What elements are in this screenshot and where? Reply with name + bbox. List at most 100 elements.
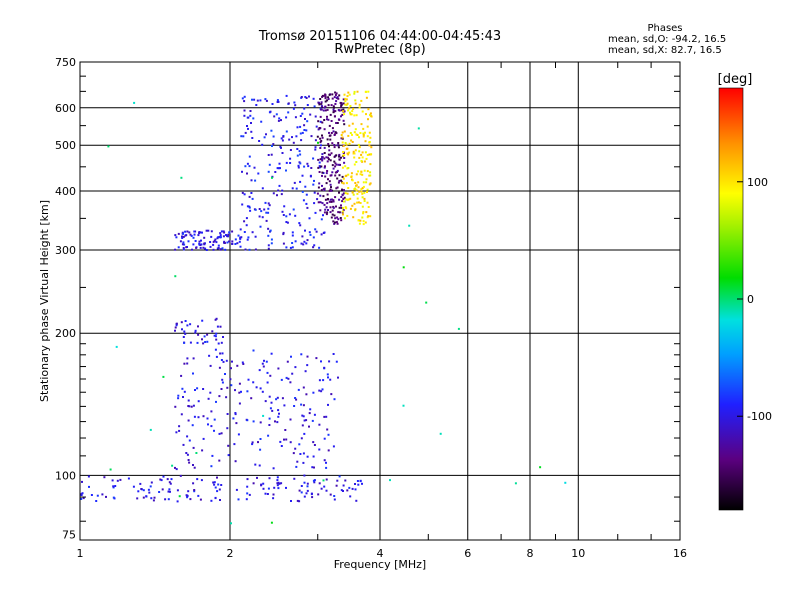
data-point: [258, 215, 261, 218]
data-point: [243, 193, 246, 196]
data-point: [244, 165, 247, 168]
data-point: [250, 122, 252, 124]
data-point: [334, 196, 337, 199]
data-point: [364, 151, 367, 154]
data-point: [323, 231, 326, 234]
data-point: [360, 188, 363, 191]
data-point: [246, 492, 249, 495]
data-point: [367, 90, 370, 93]
data-point: [222, 235, 225, 238]
data-point: [269, 229, 272, 232]
data-point: [277, 119, 280, 122]
data-point: [198, 240, 201, 243]
data-point: [322, 195, 325, 198]
data-point: [340, 204, 342, 207]
data-point: [330, 393, 333, 396]
data-point: [356, 197, 359, 200]
data-point: [215, 338, 218, 341]
data-point: [335, 122, 338, 124]
data-point: [272, 192, 275, 195]
data-point: [295, 398, 298, 401]
data-point: [355, 189, 358, 192]
data-point: [289, 162, 292, 164]
data-point: [323, 157, 326, 160]
data-point: [282, 233, 285, 236]
data-point: [333, 133, 336, 136]
data-point: [331, 142, 334, 145]
data-point: [302, 243, 305, 246]
data-point: [342, 102, 345, 105]
data-point: [294, 214, 297, 217]
data-point: [324, 198, 327, 201]
data-point: [257, 172, 260, 175]
data-point: [242, 135, 245, 138]
data-point: [276, 101, 279, 103]
data-point: [202, 342, 205, 345]
data-point: [228, 240, 230, 243]
data-point: [358, 136, 360, 139]
data-point: [368, 131, 371, 134]
data-point: [295, 465, 298, 468]
data-point: [174, 326, 177, 329]
data-point: [330, 186, 332, 189]
data-point: [182, 247, 185, 249]
data-point: [342, 207, 345, 210]
data-point: [226, 235, 229, 238]
data-point: [337, 218, 340, 221]
data-point: [333, 155, 336, 158]
data-point: [341, 181, 344, 184]
data-point: [353, 163, 356, 166]
data-point: [347, 173, 350, 176]
data-point: [191, 248, 193, 251]
data-point: [366, 125, 369, 128]
data-point: [243, 114, 246, 117]
data-point: [282, 135, 285, 138]
data-point: [361, 110, 364, 113]
data-point: [219, 352, 222, 355]
data-point: [237, 433, 240, 436]
data-point: [271, 145, 273, 147]
data-point: [270, 352, 273, 355]
legend-x-stats: mean, sd,X: 82.7, 16.5: [608, 45, 722, 56]
data-point: [369, 171, 372, 174]
data-point: [277, 415, 280, 418]
data-point: [333, 144, 336, 146]
data-point: [217, 342, 220, 345]
data-point: [320, 165, 323, 168]
data-point: [218, 459, 221, 462]
data-point: [276, 99, 279, 102]
data-point: [326, 108, 329, 111]
data-point: [239, 236, 242, 239]
data-point: [313, 202, 316, 205]
data-point: [248, 165, 251, 168]
data-point: [321, 136, 324, 139]
data-point: [212, 248, 215, 251]
data-point: [291, 234, 294, 237]
data-point: [344, 103, 347, 106]
data-point: [350, 172, 353, 175]
data-point: [341, 188, 343, 191]
data-point: [326, 160, 329, 163]
data-point: [321, 153, 324, 156]
data-point: [361, 482, 363, 485]
data-point: [220, 484, 223, 486]
data-point: [164, 498, 167, 501]
data-point: [319, 144, 322, 147]
data-point: [335, 221, 338, 224]
data-point: [230, 384, 233, 387]
data-point: [176, 500, 179, 503]
data-point: [318, 182, 321, 185]
data-point: [244, 131, 247, 134]
data-point: [324, 175, 327, 178]
data-point: [362, 211, 365, 213]
data-point: [239, 228, 242, 231]
data-point: [366, 201, 369, 204]
data-point: [189, 323, 192, 326]
data-point: [278, 162, 281, 165]
data-point: [221, 378, 224, 381]
data-point: [327, 449, 330, 452]
data-point: [360, 153, 363, 156]
data-point: [326, 202, 329, 205]
data-point: [261, 143, 264, 146]
data-point: [337, 109, 340, 111]
